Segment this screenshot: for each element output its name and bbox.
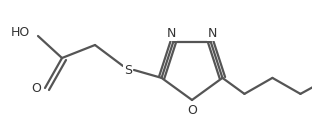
Text: S: S [124, 63, 132, 77]
Text: N: N [208, 27, 217, 40]
Text: HO: HO [11, 26, 30, 38]
Text: N: N [167, 27, 176, 40]
Text: O: O [31, 81, 41, 94]
Text: O: O [187, 104, 197, 117]
